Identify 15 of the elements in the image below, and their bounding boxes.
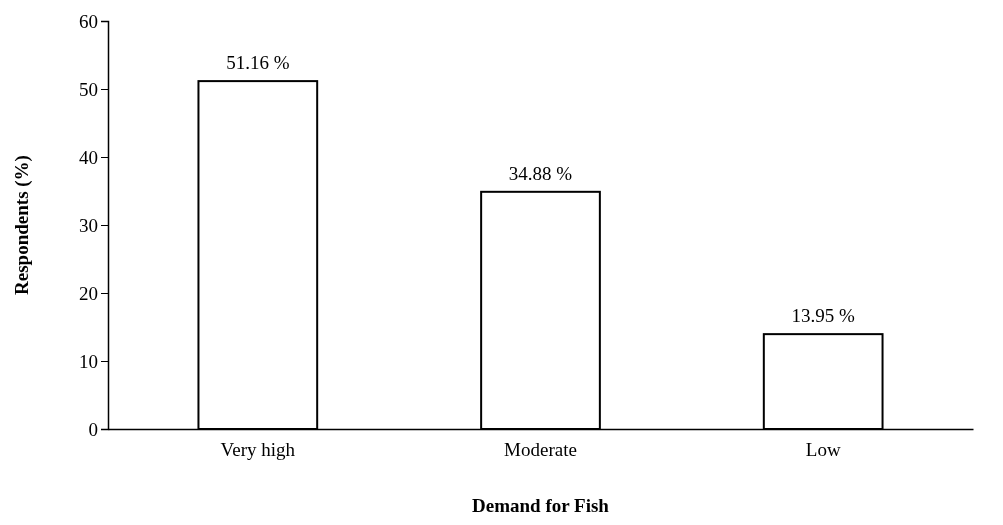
data-label: 34.88 % xyxy=(508,162,573,184)
y-tick-label: 40 xyxy=(79,146,98,168)
x-tick-label: Very high xyxy=(220,439,296,461)
x-tick-label: Low xyxy=(805,439,841,461)
y-tick-label: 30 xyxy=(79,214,98,236)
x-tick-label: Moderate xyxy=(504,439,577,461)
y-axis-title: Respondents (%) xyxy=(11,155,33,295)
data-label: 13.95 % xyxy=(791,305,856,327)
y-tick-label: 20 xyxy=(79,282,98,304)
x-axis-title: Demand for Fish xyxy=(472,495,610,516)
y-tick-label: 0 xyxy=(88,418,98,440)
y-tick-label: 50 xyxy=(79,78,98,100)
data-label: 51.16 % xyxy=(226,52,290,74)
y-tick-label: 60 xyxy=(79,10,98,32)
y-tick-label: 10 xyxy=(79,350,98,372)
